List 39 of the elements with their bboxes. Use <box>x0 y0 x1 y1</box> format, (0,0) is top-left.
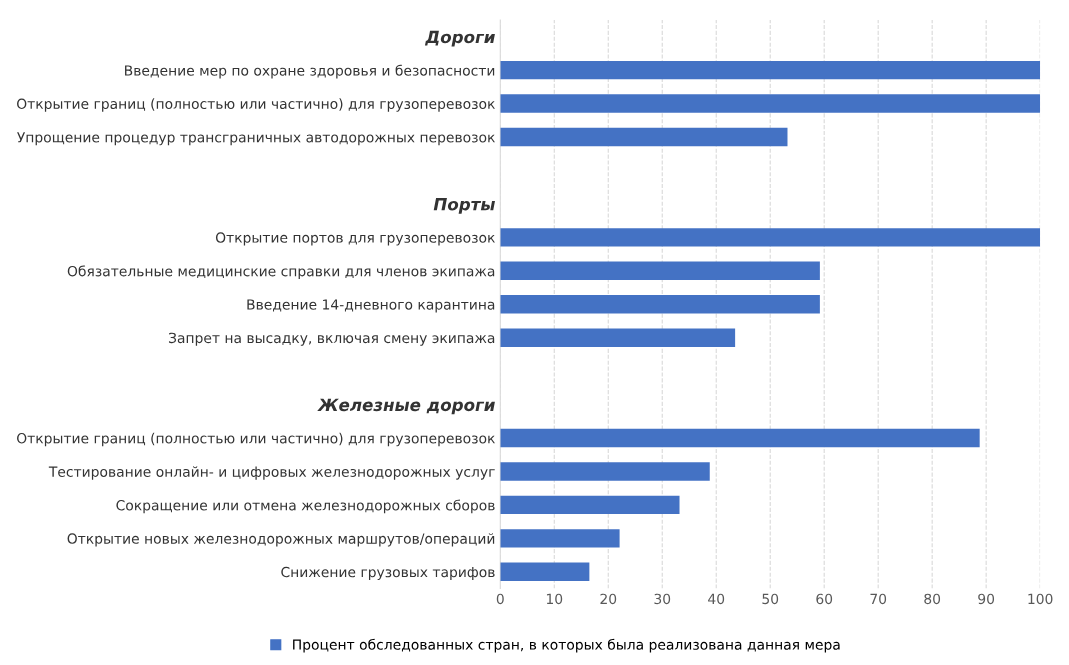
x-tick-label: 30 <box>654 593 671 605</box>
x-tick-label: 10 <box>546 593 563 605</box>
x-tick-label: 50 <box>762 593 779 605</box>
x-tick-label: 100 <box>1028 593 1053 605</box>
y-tick-label: Открытие границ (полностью или частично) для грузоперевозок <box>17 98 495 112</box>
bar <box>500 60 1041 80</box>
x-tick-label: 40 <box>708 593 725 605</box>
bar <box>500 562 590 581</box>
bar <box>500 328 736 347</box>
x-tick-label: 20 <box>600 593 617 605</box>
legend-label: Процент обследованных стран, в которых была реализована данная мера <box>293 638 840 653</box>
x-tick-label: 90 <box>978 593 995 605</box>
y-tick-label: Введение мер по охране здоровья и безопасности <box>125 64 495 79</box>
bar <box>500 495 680 515</box>
y-tick-label: Открытие границ (полностью или частично) для грузоперевозок <box>17 432 495 447</box>
y-tick-label: Обязательные медицинские справки для членов экипажа <box>67 265 495 280</box>
bar <box>500 428 980 448</box>
bar <box>500 94 1041 113</box>
y-tick-label: Снижение грузовых тарифов <box>281 566 495 580</box>
y-tick-label: Железные дороги <box>317 398 495 415</box>
x-tick-label: 60 <box>816 593 833 605</box>
y-tick-label: Открытие портов для грузоперевозок <box>215 232 495 246</box>
bar <box>500 462 710 481</box>
bar <box>500 228 1041 247</box>
y-tick-label: Тестирование онлайн- и цифровых железнодорожных услуг <box>48 466 495 480</box>
x-tick-label: 70 <box>870 593 887 605</box>
y-tick-label: Открытие новых железнодорожных маршрутов/операций <box>67 533 495 547</box>
y-tick-label: Дороги <box>424 30 495 47</box>
bar <box>500 295 820 314</box>
y-tick-label: Введение 14-дневного карантина <box>247 299 495 313</box>
y-tick-label: Сокращение или отмена железнодорожных сборов <box>116 499 495 514</box>
bar <box>500 127 788 147</box>
y-tick-label: Упрощение процедур трансграничных автодорожных перевозок <box>17 132 495 146</box>
y-tick-label: Запрет на высадку, включая смену экипажа <box>168 332 495 346</box>
y-tick-label: Порты <box>433 198 495 214</box>
bar <box>500 261 820 280</box>
x-tick-label: 0 <box>496 593 504 605</box>
x-tick-label: 80 <box>924 593 941 605</box>
bar <box>500 529 620 548</box>
